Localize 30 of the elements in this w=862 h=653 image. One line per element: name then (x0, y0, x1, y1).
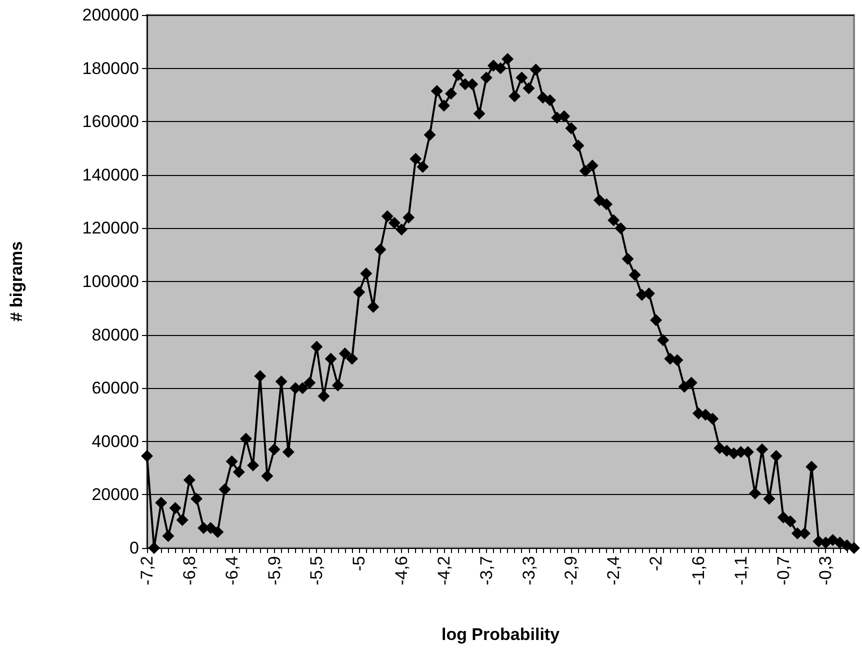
y-axis-title: # bigrams (7, 241, 26, 322)
y-tick-label: 40000 (92, 432, 139, 451)
x-tick-label: -1,6 (688, 556, 708, 586)
x-tick-label: -2,4 (604, 556, 624, 586)
x-tick-label: -2,9 (562, 556, 581, 586)
x-tick-label: -0,3 (816, 556, 836, 586)
y-tick-label: 20000 (92, 485, 139, 504)
x-tick-label: -3,7 (476, 556, 496, 586)
y-tick-label: 160000 (82, 112, 139, 132)
x-tick-label: -2 (646, 556, 666, 572)
x-tick-label: -7,2 (138, 556, 156, 586)
x-tick-label: -5 (350, 556, 369, 572)
y-tick-label: 0 (130, 538, 139, 558)
x-tick-label: -1,1 (731, 556, 750, 586)
y-tick-label: 60000 (92, 378, 139, 398)
x-tick-label: -4,6 (392, 556, 412, 586)
x-tick-label: -0,7 (774, 556, 793, 586)
x-tick-label: -5,9 (264, 556, 284, 586)
x-tick-label: -6,4 (222, 556, 242, 586)
y-tick-label: 140000 (82, 165, 139, 184)
x-tick-label: -3,3 (519, 556, 538, 586)
y-tick-label: 180000 (82, 58, 139, 78)
x-axis-title: log Probability (441, 625, 560, 644)
y-tick-label: 120000 (82, 218, 139, 238)
y-tick-label: 80000 (92, 325, 139, 344)
x-tick-label: -6,8 (180, 556, 199, 586)
x-tick-label: -4,2 (434, 556, 454, 586)
x-tick-label: -5,5 (307, 556, 326, 586)
y-tick-label: 100000 (82, 272, 139, 291)
y-tick-label: 200000 (82, 6, 139, 24)
